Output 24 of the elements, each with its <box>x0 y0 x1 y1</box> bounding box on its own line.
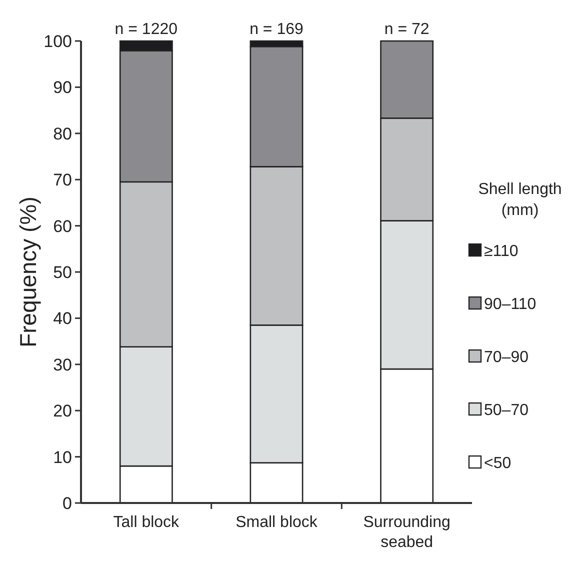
y-tick-label: 30 <box>53 355 72 374</box>
y-tick-label: 20 <box>53 402 72 421</box>
annotation: n = 1220 <box>114 21 178 38</box>
y-axis-title: Frequency (%) <box>15 196 41 348</box>
legend-title: Shell length (mm) <box>478 181 562 219</box>
y-tick-label: 60 <box>53 216 72 236</box>
annotation: n = 169 <box>250 21 304 38</box>
y-tick-label: 50 <box>53 263 72 282</box>
x-tick-label: Small block <box>236 514 318 531</box>
y-tick-label: 0 <box>62 494 72 513</box>
legend-label: <50 <box>484 455 512 472</box>
annotation: n = 72 <box>384 21 430 38</box>
legend-label: 50–70 <box>484 402 529 419</box>
legend-label: ≥110 <box>484 243 518 260</box>
legend-label: 70–90 <box>484 349 529 366</box>
legend-label: 90–110 <box>484 296 536 313</box>
y-tick-label: 100 <box>44 32 72 51</box>
y-tick-label: 10 <box>53 448 72 467</box>
y-tick-label: 80 <box>53 124 72 144</box>
y-tick-label: 70 <box>53 170 72 190</box>
x-tick-label: Surrounding seabed <box>363 514 450 551</box>
x-tick-label: Tall block <box>113 514 180 531</box>
y-tick-label: 40 <box>53 309 72 328</box>
y-tick-label: 90 <box>53 78 72 98</box>
